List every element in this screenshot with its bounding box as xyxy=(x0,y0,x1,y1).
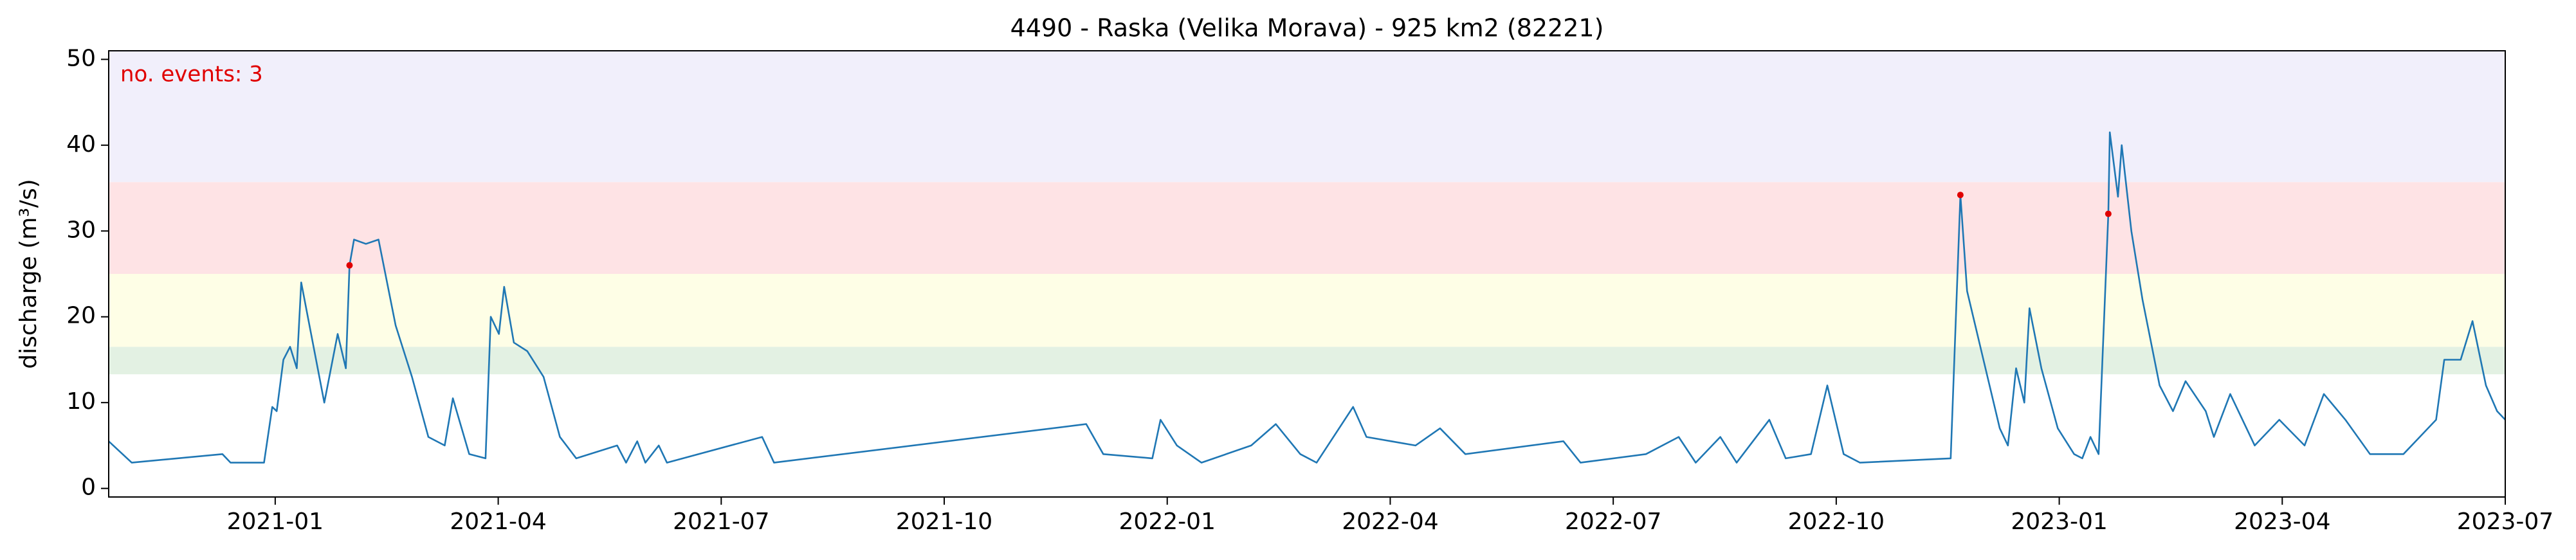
y-tick-label: 40 xyxy=(66,131,96,158)
x-tick-label: 2022-04 xyxy=(1342,509,1438,535)
event-point xyxy=(1957,192,1964,199)
y-tick-label: 30 xyxy=(66,217,96,243)
y-tick-label: 0 xyxy=(81,474,96,501)
x-tick-label: 2023-04 xyxy=(2234,509,2330,535)
x-tick-label: 2022-10 xyxy=(1788,509,1885,535)
y-axis-label: discharge (m³/s) xyxy=(15,179,42,368)
y-tick-label: 20 xyxy=(66,303,96,329)
plot-frame xyxy=(108,50,2506,498)
event-point xyxy=(2105,210,2112,217)
x-tick-label: 2021-01 xyxy=(227,509,324,535)
x-tick-label: 2022-01 xyxy=(1119,509,1216,535)
x-tick-label: 2021-10 xyxy=(896,509,992,535)
threshold-band xyxy=(109,274,2505,347)
threshold-band xyxy=(109,347,2505,375)
y-tick-label: 10 xyxy=(66,388,96,415)
x-tick-label: 2023-07 xyxy=(2457,509,2553,535)
x-tick-label: 2022-07 xyxy=(1565,509,1661,535)
annotation: no. events: 3 xyxy=(120,62,263,87)
event-point xyxy=(346,262,353,269)
threshold-band xyxy=(109,182,2505,274)
discharge-line xyxy=(108,131,2506,464)
y-tick-label: 50 xyxy=(66,45,96,71)
x-tick-label: 2021-04 xyxy=(450,509,546,535)
chart-title: 4490 - Raska (Velika Morava) - 925 km2 (… xyxy=(1010,14,1604,42)
x-tick-label: 2023-01 xyxy=(2011,509,2107,535)
threshold-band xyxy=(109,51,2505,183)
x-tick-label: 2021-07 xyxy=(673,509,769,535)
